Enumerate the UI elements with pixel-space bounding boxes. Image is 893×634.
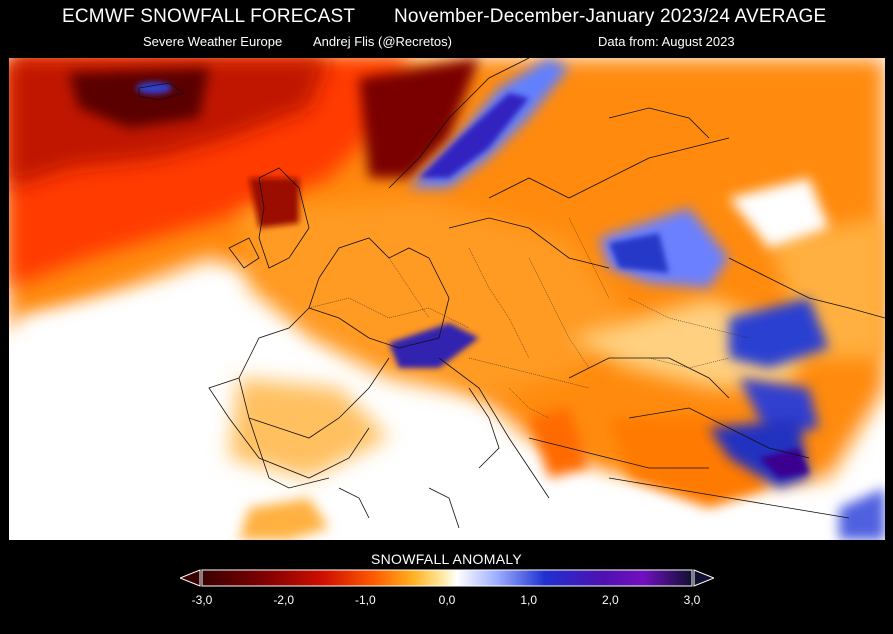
map-title: ECMWF SNOWFALL FORECAST — [62, 6, 356, 27]
colorbar-tick-label: 0,0 — [438, 593, 456, 607]
coastlines — [138, 58, 885, 529]
borders — [308, 217, 750, 419]
colorbar — [180, 569, 714, 587]
colorbar-tick-label: -2,0 — [273, 593, 294, 607]
snowfall-anomaly-map — [9, 58, 885, 540]
colorbar-max-arrow — [693, 569, 714, 587]
anomaly-field — [9, 58, 885, 540]
legend-title: SNOWFALL ANOMALY — [370, 551, 523, 567]
colorbar-tick-label: 2,0 — [601, 593, 619, 607]
map-canvas — [9, 58, 885, 540]
colorbar-tick-label: -1,0 — [354, 593, 376, 607]
colorbar-tick-label: -3,0 — [191, 593, 213, 607]
data-date: Data from: August 2023 — [598, 34, 735, 49]
credit-author: Andrej Flis (@Recretos) — [313, 34, 452, 49]
colorbar-tick-label: 3,0 — [683, 593, 701, 607]
map-period: November-December-January 2023/24 AVERAG… — [394, 6, 827, 27]
colorbar-gradient — [201, 569, 693, 587]
header: ECMWF SNOWFALL FORECAST November-Decembe… — [0, 6, 893, 32]
colorbar-min-arrow — [180, 569, 201, 587]
colorbar-tick-label: 1,0 — [520, 593, 537, 607]
credit-source: Severe Weather Europe — [143, 34, 283, 49]
